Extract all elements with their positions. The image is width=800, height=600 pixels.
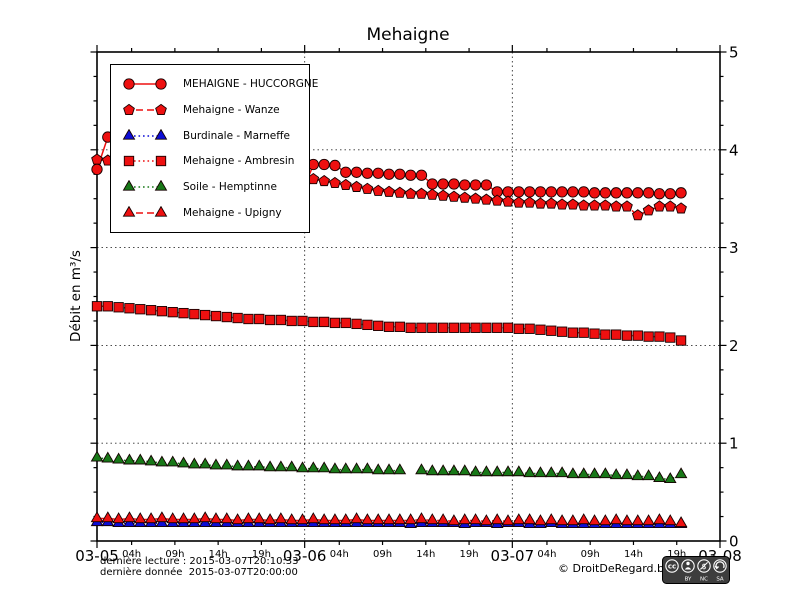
svg-text:03-06: 03-06 — [283, 547, 327, 565]
legend-sample-wanze — [123, 103, 167, 115]
by-label: BY — [685, 577, 692, 583]
svg-text:1: 1 — [729, 435, 739, 453]
legend-label: Soile - Hemptinne — [183, 181, 277, 194]
legend-label: Mehaigne - Upigny — [183, 207, 282, 220]
svg-text:14h: 14h — [624, 549, 643, 560]
svg-text:0: 0 — [729, 533, 739, 551]
svg-text:03-05: 03-05 — [75, 547, 119, 565]
legend-sample-ambresin — [123, 156, 167, 167]
svg-text:19h: 19h — [460, 549, 479, 560]
legend-item-wanze: Mehaigne - Wanze — [121, 97, 309, 123]
attribution-icon — [684, 561, 692, 570]
copyright-text: © DroitDeRegard.be — [558, 562, 671, 575]
y-axis-label: Débit en m³/s — [68, 250, 84, 342]
svg-text:14h: 14h — [416, 549, 435, 560]
legend-sample-hemptinne — [122, 180, 168, 191]
legend-label: Mehaigne - Wanze — [183, 103, 280, 116]
share-alike-icon — [714, 561, 725, 570]
chart-title: Mehaigne — [366, 25, 450, 45]
svg-text:19h: 19h — [667, 549, 686, 560]
svg-text:3: 3 — [729, 239, 739, 257]
sa-label: SA — [716, 577, 724, 583]
legend-item-huccorgne: MEHAIGNE - HUCCORGNE — [121, 71, 318, 97]
last-data-text: dernière donnée 2015-03-07T20:00:00 — [100, 567, 298, 578]
legend-sample-upigny — [122, 206, 168, 217]
last-reading-text: dernière lecture : 2015-03-07T20:10:33 — [100, 556, 299, 567]
svg-text:14h: 14h — [209, 549, 228, 560]
svg-text:5: 5 — [729, 44, 739, 62]
svg-text:03-07: 03-07 — [491, 547, 535, 565]
svg-text:04h: 04h — [330, 549, 349, 560]
legend-sample-marneffe — [122, 128, 168, 140]
svg-text:4: 4 — [729, 141, 739, 159]
legend-label: Burdinale - Marneffe — [183, 129, 290, 142]
legend-box: MEHAIGNE - HUCCORGNE Mehaigne - Wanze Bu… — [110, 64, 318, 233]
legend-label: MEHAIGNE - HUCCORGNE — [183, 77, 319, 90]
cc-by-nc-sa-badge-icon: cc $ BY NC SA — [662, 556, 730, 584]
svg-text:19h: 19h — [252, 549, 271, 560]
svg-text:2: 2 — [729, 337, 739, 355]
svg-text:09h: 09h — [581, 549, 600, 560]
legend-item-ambresin: Mehaigne - Ambresin — [121, 148, 309, 174]
legend-item-hemptinne: Soile - Hemptinne — [121, 174, 309, 200]
svg-text:04h: 04h — [537, 549, 556, 560]
legend-item-upigny: Mehaigne - Upigny — [121, 200, 309, 226]
svg-text:09h: 09h — [373, 549, 392, 560]
legend-label: Mehaigne - Ambresin — [183, 155, 295, 168]
svg-text:09h: 09h — [165, 549, 184, 560]
legend-item-marneffe: Burdinale - Marneffe — [121, 123, 309, 149]
non-commercial-icon: $ — [700, 562, 708, 571]
cc-icon: cc — [668, 563, 676, 571]
legend-sample-huccorgne — [123, 78, 167, 90]
nc-label: NC — [700, 577, 708, 583]
svg-text:04h: 04h — [122, 549, 141, 560]
